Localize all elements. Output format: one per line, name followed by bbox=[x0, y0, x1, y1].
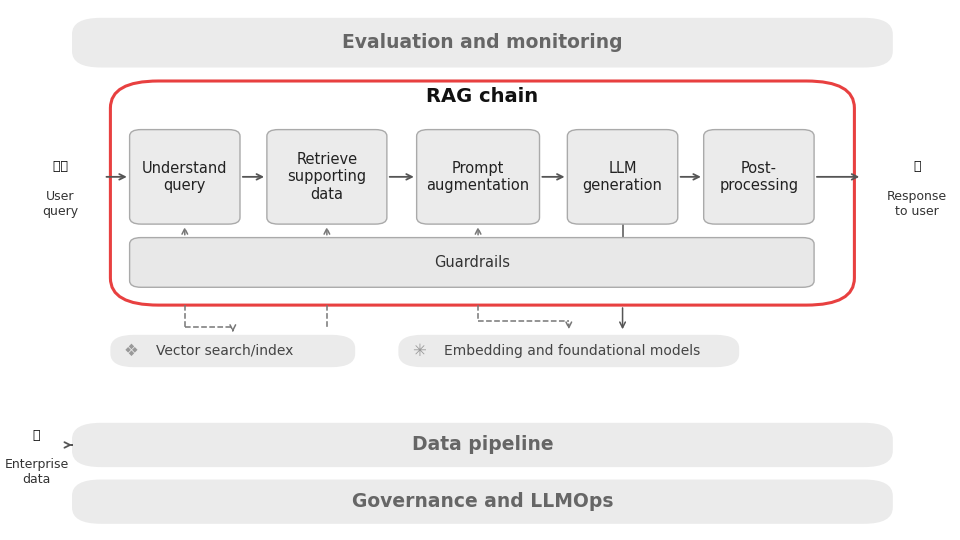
Text: User
query: User query bbox=[42, 191, 79, 218]
FancyBboxPatch shape bbox=[567, 130, 678, 224]
Text: Guardrails: Guardrails bbox=[434, 255, 510, 270]
FancyBboxPatch shape bbox=[130, 130, 240, 224]
Text: LLM
generation: LLM generation bbox=[583, 161, 662, 193]
Text: RAG chain: RAG chain bbox=[426, 86, 539, 106]
Text: ❖: ❖ bbox=[124, 342, 139, 360]
Text: Embedding and foundational models: Embedding and foundational models bbox=[444, 344, 701, 358]
Text: 🗄: 🗄 bbox=[33, 429, 40, 442]
Text: Retrieve
supporting
data: Retrieve supporting data bbox=[287, 152, 367, 202]
Text: Response
to user: Response to user bbox=[887, 191, 947, 218]
Text: Data pipeline: Data pipeline bbox=[412, 435, 553, 455]
Text: Understand
query: Understand query bbox=[142, 161, 228, 193]
FancyBboxPatch shape bbox=[267, 130, 387, 224]
FancyBboxPatch shape bbox=[130, 238, 814, 287]
Text: Prompt
augmentation: Prompt augmentation bbox=[426, 161, 530, 193]
Text: Post-
processing: Post- processing bbox=[719, 161, 799, 193]
Text: 👥: 👥 bbox=[913, 159, 921, 173]
Text: Evaluation and monitoring: Evaluation and monitoring bbox=[342, 33, 623, 52]
Text: Governance and LLMOps: Governance and LLMOps bbox=[351, 492, 613, 511]
FancyBboxPatch shape bbox=[110, 335, 355, 367]
FancyBboxPatch shape bbox=[72, 480, 893, 524]
Text: Enterprise
data: Enterprise data bbox=[5, 458, 68, 487]
Text: 🧑‍💼: 🧑‍💼 bbox=[53, 159, 68, 173]
FancyBboxPatch shape bbox=[398, 335, 739, 367]
FancyBboxPatch shape bbox=[72, 18, 893, 68]
FancyBboxPatch shape bbox=[704, 130, 814, 224]
FancyBboxPatch shape bbox=[417, 130, 540, 224]
FancyBboxPatch shape bbox=[110, 81, 854, 305]
Text: ✳: ✳ bbox=[413, 342, 426, 360]
FancyBboxPatch shape bbox=[72, 423, 893, 467]
Text: Vector search/index: Vector search/index bbox=[156, 344, 294, 358]
